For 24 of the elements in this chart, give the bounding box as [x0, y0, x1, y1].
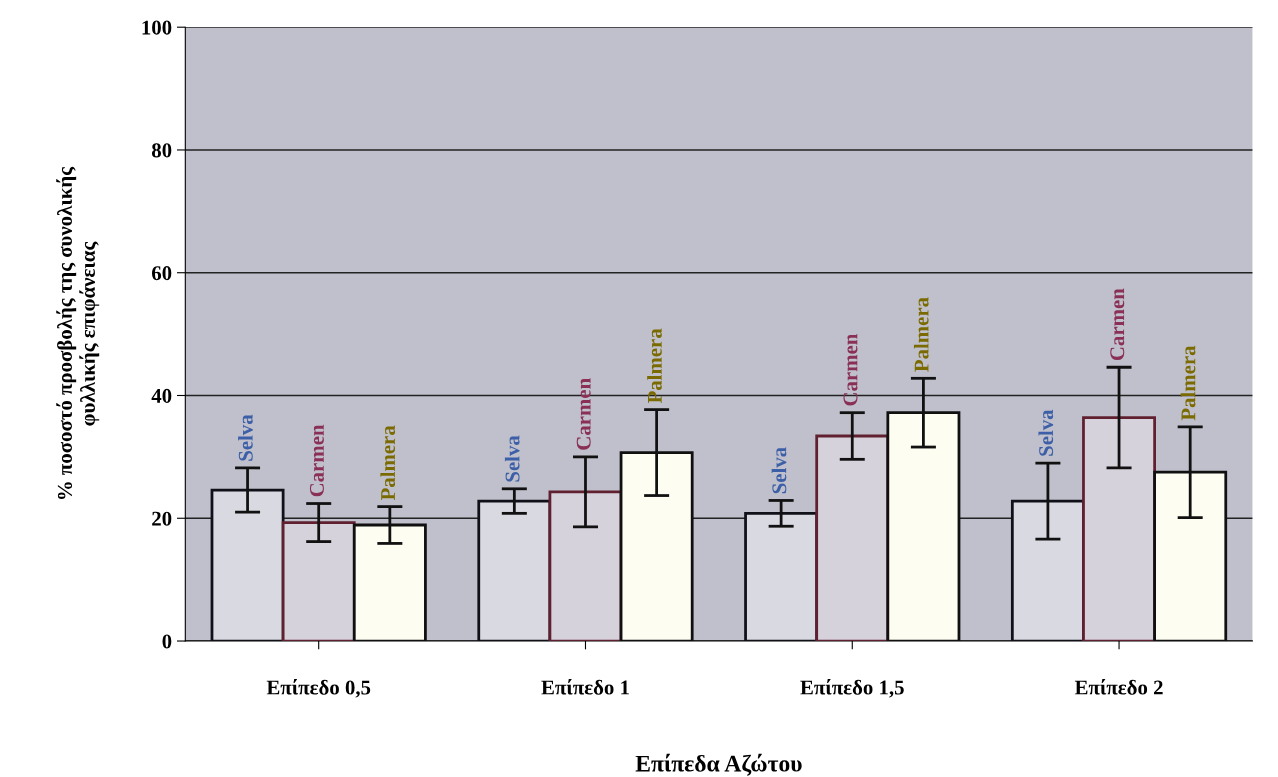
x-tick-label: Επίπεδο 1 [541, 678, 629, 695]
y-tick-label: 100 [142, 20, 172, 35]
y-tick-label: 40 [151, 388, 172, 403]
x-tick-label: Επίπεδο 2 [1074, 678, 1163, 695]
y-axis-title: % ποσοστό προσβολής της συνολικής φυλλικής επιφάνειας [56, 166, 100, 500]
text: Carmen [576, 378, 591, 450]
y-tick-label: 0 [162, 634, 172, 649]
text: Selva [238, 414, 253, 461]
text: Carmen [843, 333, 858, 406]
y-tick-label: 80 [151, 143, 172, 158]
text: Palmera [1180, 345, 1196, 421]
text: Palmera [380, 425, 396, 501]
text: Selva [771, 447, 787, 494]
text: Palmera [647, 328, 662, 404]
text: Selva [504, 435, 520, 482]
text: Palmera [913, 297, 929, 372]
text: Selva [1038, 409, 1054, 456]
y-tick-label: 20 [152, 511, 172, 526]
x-tick-label: Επίπεδο 1,5 [800, 678, 904, 698]
text: Carmen [1110, 288, 1125, 361]
x-tick-label: Επίπεδο 0,5 [266, 678, 371, 698]
x-axis-title: Επίπεδα Αζώτου [635, 753, 802, 776]
text: Carmen [309, 424, 324, 497]
y-tick-label: 60 [152, 266, 172, 281]
